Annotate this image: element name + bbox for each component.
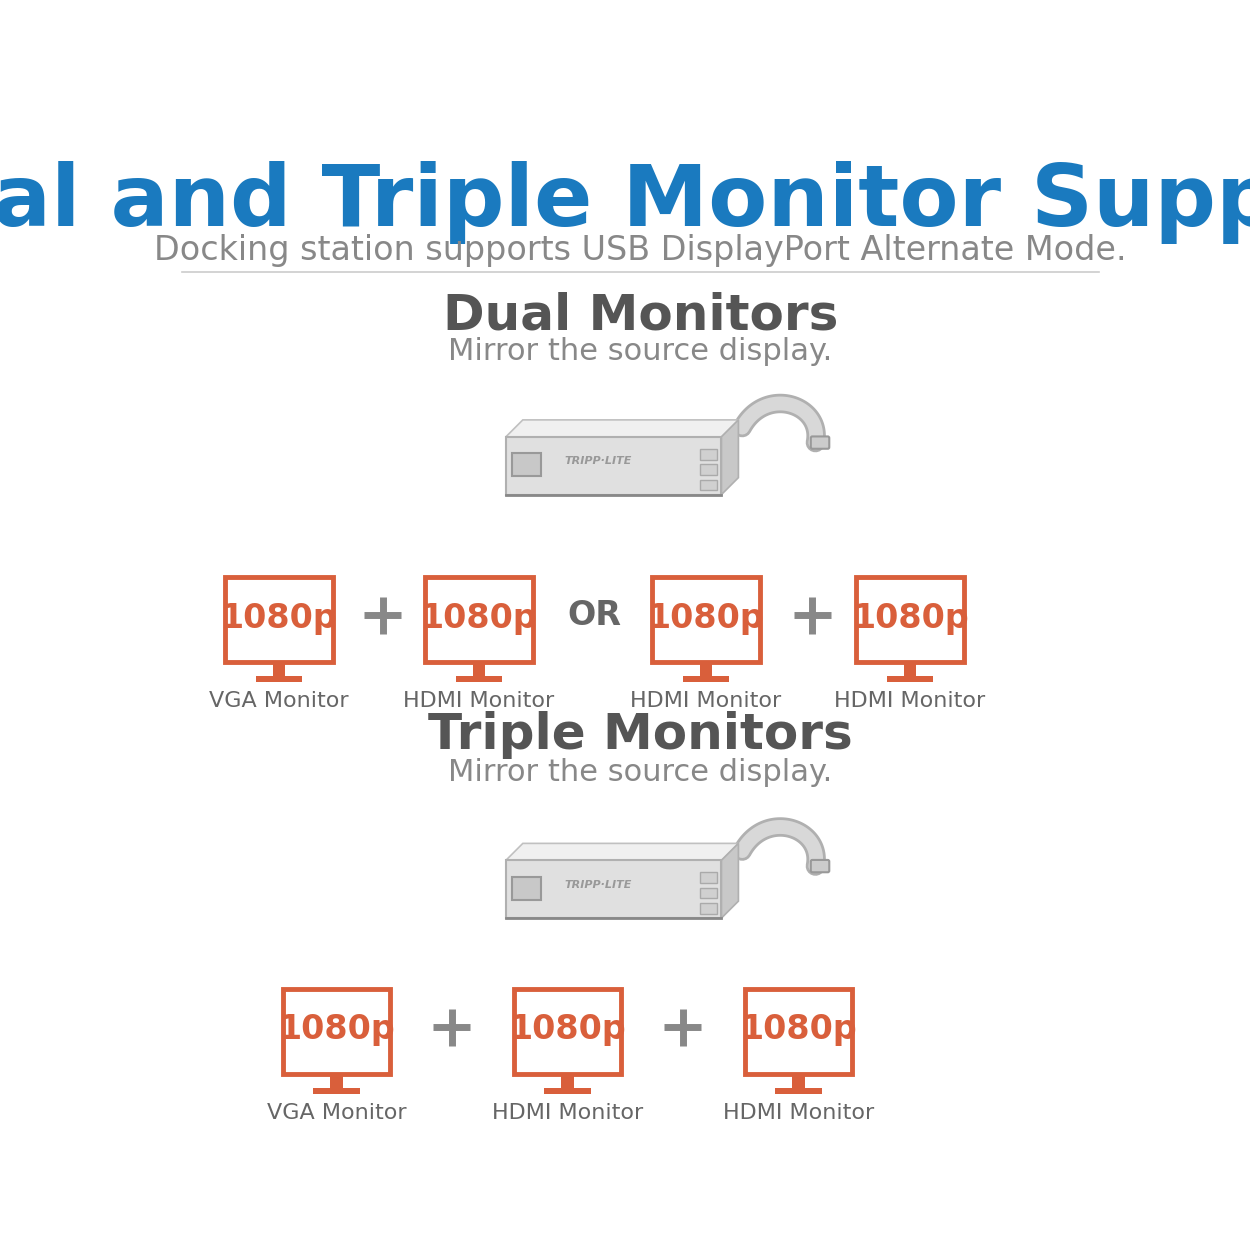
Text: 1080p: 1080p <box>220 601 338 635</box>
FancyBboxPatch shape <box>811 860 829 872</box>
Bar <box>700 662 712 676</box>
Text: Dual and Triple Monitor Support: Dual and Triple Monitor Support <box>0 161 1250 244</box>
Polygon shape <box>506 844 739 860</box>
Text: 1080p: 1080p <box>740 1014 856 1046</box>
FancyBboxPatch shape <box>225 578 332 662</box>
Text: HDMI Monitor: HDMI Monitor <box>630 691 781 711</box>
FancyBboxPatch shape <box>512 878 541 900</box>
Bar <box>904 662 916 676</box>
Text: 1080p: 1080p <box>648 601 765 635</box>
FancyBboxPatch shape <box>652 578 760 662</box>
Bar <box>775 1088 821 1094</box>
FancyBboxPatch shape <box>700 464 716 475</box>
FancyBboxPatch shape <box>700 902 716 914</box>
Text: HDMI Monitor: HDMI Monitor <box>722 1104 874 1124</box>
Text: HDMI Monitor: HDMI Monitor <box>491 1104 642 1124</box>
Bar <box>561 1074 574 1088</box>
Polygon shape <box>721 844 739 917</box>
Text: OR: OR <box>568 599 621 632</box>
Bar <box>682 676 729 682</box>
Polygon shape <box>506 436 721 495</box>
FancyBboxPatch shape <box>700 872 716 882</box>
Polygon shape <box>506 860 721 917</box>
FancyBboxPatch shape <box>856 578 964 662</box>
Bar <box>330 1074 342 1088</box>
Bar <box>792 1074 805 1088</box>
Text: VGA Monitor: VGA Monitor <box>266 1104 406 1124</box>
FancyBboxPatch shape <box>425 578 532 662</box>
Text: 1080p: 1080p <box>278 1014 395 1046</box>
Bar <box>456 676 503 682</box>
Bar <box>545 1088 590 1094</box>
Bar <box>888 676 934 682</box>
Text: Triple Monitors: Triple Monitors <box>429 711 853 759</box>
Text: TRIPP·LITE: TRIPP·LITE <box>565 880 632 890</box>
Text: Mirror the source display.: Mirror the source display. <box>449 338 832 366</box>
Text: 1080p: 1080p <box>420 601 538 635</box>
Text: Dual Monitors: Dual Monitors <box>442 291 839 340</box>
FancyBboxPatch shape <box>700 888 716 899</box>
FancyBboxPatch shape <box>811 436 829 449</box>
FancyBboxPatch shape <box>700 480 716 490</box>
Text: Docking station supports USB DisplayPort Alternate Mode.: Docking station supports USB DisplayPort… <box>154 234 1128 266</box>
FancyBboxPatch shape <box>700 449 716 460</box>
Text: VGA Monitor: VGA Monitor <box>209 691 349 711</box>
FancyBboxPatch shape <box>282 989 390 1074</box>
Text: 1080p: 1080p <box>509 1014 626 1046</box>
Bar <box>272 662 285 676</box>
Text: HDMI Monitor: HDMI Monitor <box>404 691 555 711</box>
Text: 1080p: 1080p <box>851 601 969 635</box>
Bar <box>314 1088 360 1094</box>
Polygon shape <box>506 420 739 436</box>
Bar <box>472 662 485 676</box>
FancyBboxPatch shape <box>745 989 853 1074</box>
Polygon shape <box>721 420 739 495</box>
Text: HDMI Monitor: HDMI Monitor <box>835 691 986 711</box>
Bar <box>256 676 301 682</box>
FancyBboxPatch shape <box>512 454 541 476</box>
FancyBboxPatch shape <box>514 989 621 1074</box>
Text: Mirror the source display.: Mirror the source display. <box>449 758 832 786</box>
Text: TRIPP·LITE: TRIPP·LITE <box>565 456 632 466</box>
